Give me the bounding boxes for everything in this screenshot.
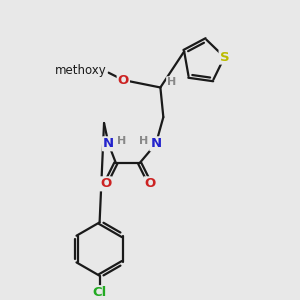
Text: H: H: [139, 136, 148, 146]
Text: S: S: [220, 51, 229, 64]
Text: N: N: [103, 137, 114, 150]
Text: O: O: [100, 177, 111, 190]
Text: O: O: [144, 177, 156, 190]
Text: N: N: [150, 137, 161, 150]
Text: H: H: [117, 136, 126, 146]
Text: H: H: [167, 77, 176, 87]
Text: methoxy: methoxy: [55, 64, 107, 77]
Text: O: O: [118, 74, 129, 87]
Text: Cl: Cl: [92, 286, 107, 299]
